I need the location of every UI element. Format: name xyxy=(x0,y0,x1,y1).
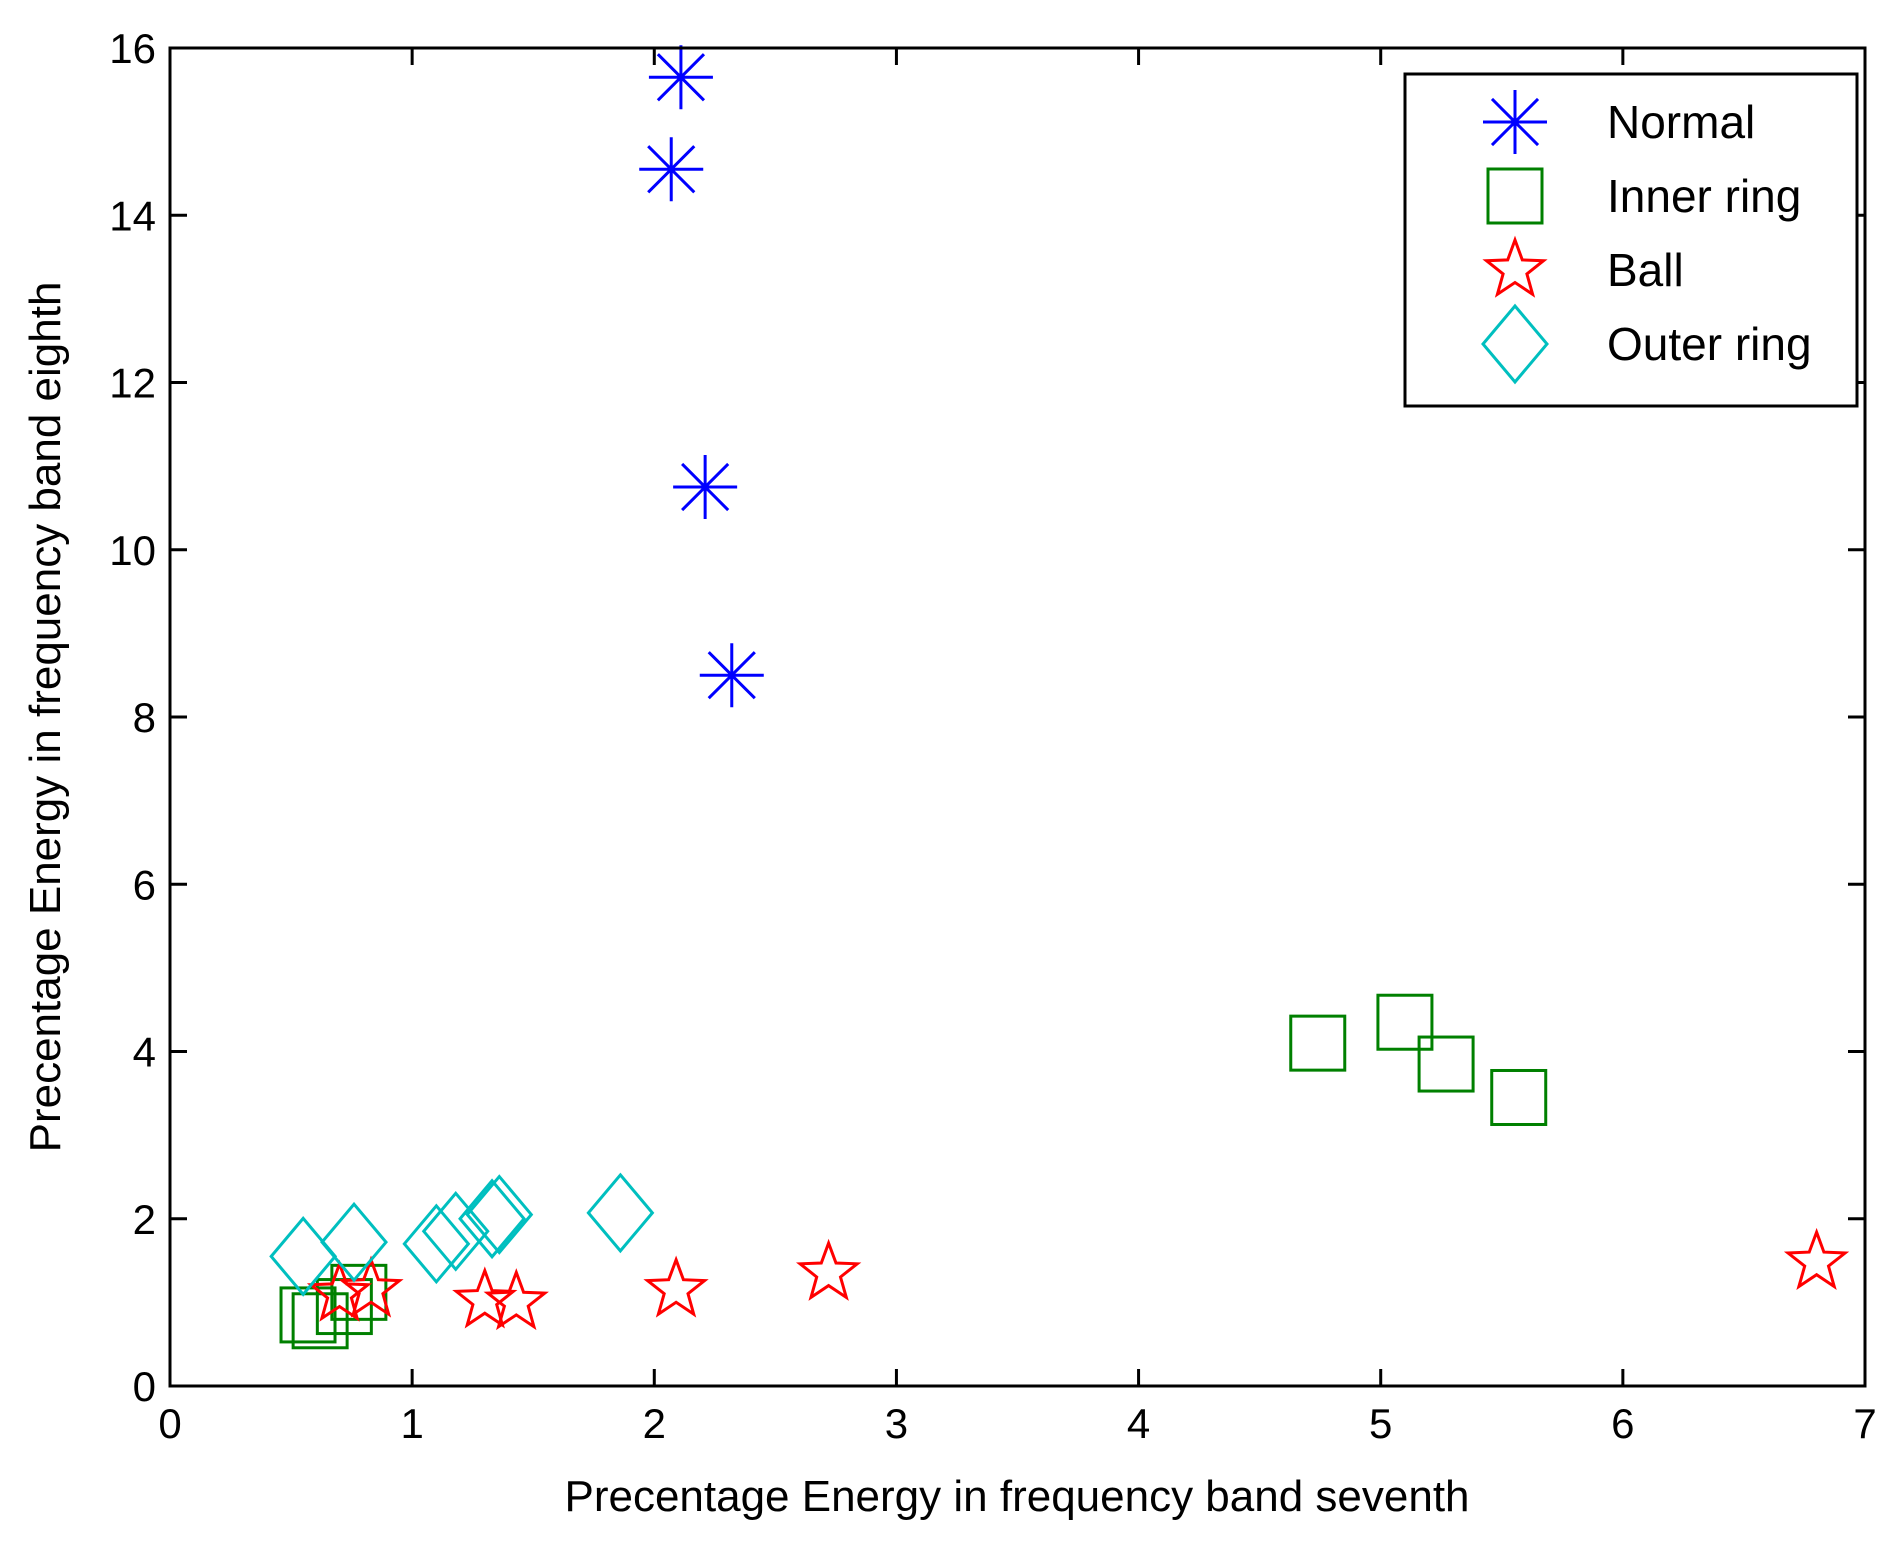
y-tick-label: 0 xyxy=(133,1363,156,1410)
y-tick-label: 12 xyxy=(109,360,156,407)
point-outer-ring xyxy=(402,1203,471,1285)
point-ball xyxy=(795,1238,862,1301)
y-tick-label: 4 xyxy=(133,1029,156,1076)
legend-box xyxy=(1403,72,1859,408)
point-normal xyxy=(639,137,704,202)
x-tick-label: 4 xyxy=(1127,1400,1150,1447)
point-ball xyxy=(338,1255,404,1318)
point-inner-ring xyxy=(1490,1068,1548,1126)
point-ball xyxy=(483,1268,549,1331)
legend-marker-ball xyxy=(1482,235,1548,298)
x-tick-label: 1 xyxy=(400,1400,423,1447)
point-ball xyxy=(643,1255,709,1318)
point-ball xyxy=(1783,1227,1850,1291)
x-tick-label: 5 xyxy=(1369,1400,1392,1447)
x-tick-label: 2 xyxy=(643,1400,666,1447)
point-outer-ring xyxy=(320,1201,388,1283)
y-tick-label: 16 xyxy=(109,25,156,72)
point-inner-ring xyxy=(1417,1035,1475,1093)
point-outer-ring xyxy=(465,1174,534,1255)
point-inner-ring xyxy=(1289,1014,1347,1072)
point-normal xyxy=(648,45,713,110)
legend-label-normal: Normal xyxy=(1607,96,1755,148)
point-normal xyxy=(673,455,738,520)
y-tick-label: 2 xyxy=(133,1196,156,1243)
point-normal xyxy=(699,643,764,708)
legend-label-ball: Ball xyxy=(1607,244,1684,296)
y-tick-label: 8 xyxy=(133,694,156,741)
point-ball xyxy=(306,1259,373,1322)
x-tick-label: 6 xyxy=(1611,1400,1634,1447)
x-tick-label: 0 xyxy=(158,1400,181,1447)
y-axis-label: Precentage Energy in frequency band eigh… xyxy=(21,282,70,1153)
point-outer-ring xyxy=(458,1178,527,1260)
x-tick-label: 7 xyxy=(1853,1400,1876,1447)
legend-label-outer-ring: Outer ring xyxy=(1607,318,1812,370)
x-tick-label: 3 xyxy=(885,1400,908,1447)
legend-label-inner-ring: Inner ring xyxy=(1607,170,1801,222)
data-markers xyxy=(269,45,1850,1350)
y-tick-label: 14 xyxy=(109,192,156,239)
legend-marker-outer-ring xyxy=(1481,303,1549,385)
plot-frame xyxy=(168,46,1867,1388)
x-axis-label: Precentage Energy in frequency band seve… xyxy=(564,1472,1469,1521)
point-outer-ring xyxy=(421,1190,490,1272)
y-tick-label: 10 xyxy=(109,527,156,574)
legend-marker-normal xyxy=(1483,90,1547,154)
legend-marker-inner-ring xyxy=(1486,167,1544,225)
point-outer-ring xyxy=(586,1172,655,1254)
legend: Normal Inner ring Ball Outer ring xyxy=(1403,72,1859,408)
point-inner-ring xyxy=(1376,993,1434,1051)
y-tick-label: 6 xyxy=(133,861,156,908)
